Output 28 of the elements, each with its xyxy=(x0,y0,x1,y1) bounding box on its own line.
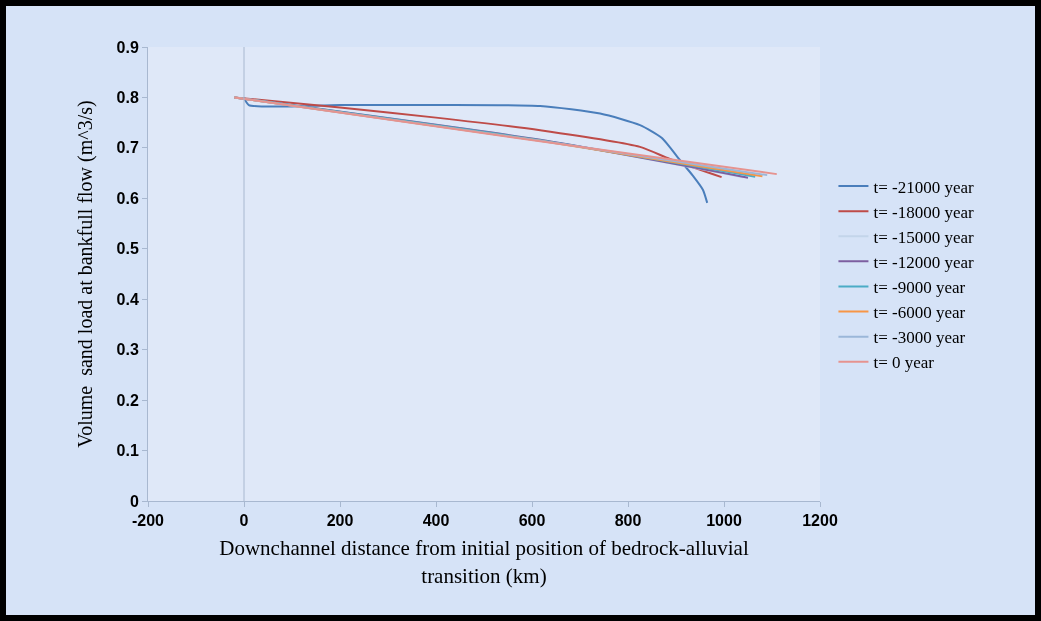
legend-label: t= -9000 year xyxy=(873,278,966,298)
legend-label: t= -6000 year xyxy=(873,303,966,323)
x-tick-label: 800 xyxy=(614,512,642,530)
x-tick-label: 1200 xyxy=(802,512,838,530)
x-tick-label: 1000 xyxy=(706,512,742,530)
x-tick-label: 0 xyxy=(239,512,249,530)
y-tick-label: 0.3 xyxy=(116,341,139,359)
y-tick-label: 0.2 xyxy=(116,391,139,409)
legend-label: t= -12000 year xyxy=(873,252,974,272)
legend-label: t= -18000 year xyxy=(873,202,974,222)
legend-label: t= 0 year xyxy=(873,353,935,373)
x-axis-title: Downchannel distance from initial position of bedrock-alluvial transition (km) xyxy=(219,536,749,588)
y-axis-title: Volume sand load at bankfull flow (m^3/s) xyxy=(74,100,98,448)
x-tick-label: -200 xyxy=(131,512,165,530)
y-tick-label: 0.5 xyxy=(116,240,139,258)
y-tick-label: 0.4 xyxy=(116,290,139,308)
y-tick-label: 0.7 xyxy=(116,139,139,157)
y-tick-label: 0.1 xyxy=(116,442,139,460)
x-tick-label: 600 xyxy=(518,512,546,530)
y-tick-label: 0.9 xyxy=(116,38,139,56)
y-tick-label: 0.8 xyxy=(116,89,139,107)
legend-label: t= -21000 year xyxy=(873,177,974,197)
legend-label: t= -3000 year xyxy=(873,328,966,348)
legend-label: t= -15000 year xyxy=(873,227,974,247)
y-tick-label: 0 xyxy=(129,492,139,510)
y-tick-label: 0.6 xyxy=(116,189,139,207)
x-tick-label: 200 xyxy=(326,512,354,530)
x-tick-label: 400 xyxy=(422,512,450,530)
